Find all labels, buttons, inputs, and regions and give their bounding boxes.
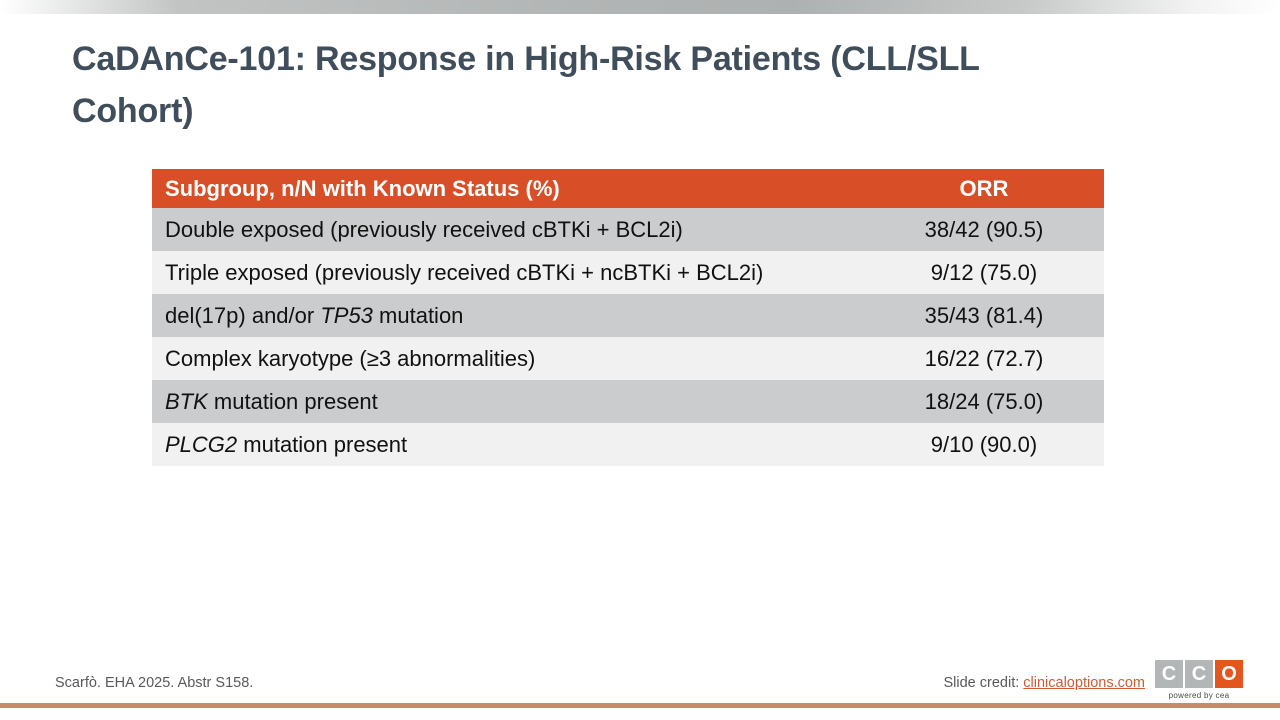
slide-credit: Slide credit: clinicaloptions.com [944,675,1146,691]
bottom-accent-rule [0,703,1280,708]
orr-value: 18/24 (75.0) [924,388,1044,414]
citation-text: Scarfò. EHA 2025. Abstr S158. [55,675,254,691]
page-title: CaDAnCe-101: Response in High-Risk Patie… [72,40,980,130]
subgroup-label: BTK mutation present [165,388,378,414]
column-header-subgroup: Subgroup, n/N with Known Status (%) [165,175,560,201]
table-row: PLCG2 mutation present 9/10 (90.0) [152,423,1104,466]
cco-logo-tagline: powered by cea [1168,691,1230,700]
orr-value: 38/42 (90.5) [924,216,1044,242]
orr-value: 9/10 (90.0) [930,431,1038,457]
subgroup-label: PLCG2 mutation present [165,431,408,457]
orr-value: 35/43 (81.4) [924,302,1044,328]
subgroup-label: Double exposed (previously received cBTK… [165,216,683,242]
table-row: Double exposed (previously received cBTK… [152,208,1104,251]
cco-logo-letter-c2: C [1185,660,1213,688]
cco-logo: C C O powered by cea [1154,660,1244,700]
cco-logo-letter-c1: C [1155,660,1183,688]
table-header-row: Subgroup, n/N with Known Status (%) ORR [152,169,1104,208]
table-row: Complex karyotype (≥3 abnormalities) 16/… [152,337,1104,380]
slide-credit-label: Slide credit: [943,675,1024,691]
subgroup-label: Complex karyotype (≥3 abnormalities) [165,345,536,371]
orr-value: 16/22 (72.7) [924,345,1044,371]
orr-value: 9/12 (75.0) [930,259,1038,285]
response-subgroup-table: Subgroup, n/N with Known Status (%) ORR … [152,169,1104,466]
clinicaloptions-link[interactable]: clinicaloptions.com [1023,675,1145,691]
subgroup-label: Triple exposed (previously received cBTK… [165,259,764,285]
subgroup-label: del(17p) and/or TP53 mutation [165,302,464,328]
table-row: del(17p) and/or TP53 mutation 35/43 (81.… [152,294,1104,337]
column-header-orr: ORR [959,175,1009,201]
table-row: Triple exposed (previously received cBTK… [152,251,1104,294]
cco-logo-letter-o: O [1215,660,1243,688]
top-gradient-bar [0,0,1280,14]
table-row: BTK mutation present 18/24 (75.0) [152,380,1104,423]
cco-logo-squares: C C O [1154,660,1244,688]
